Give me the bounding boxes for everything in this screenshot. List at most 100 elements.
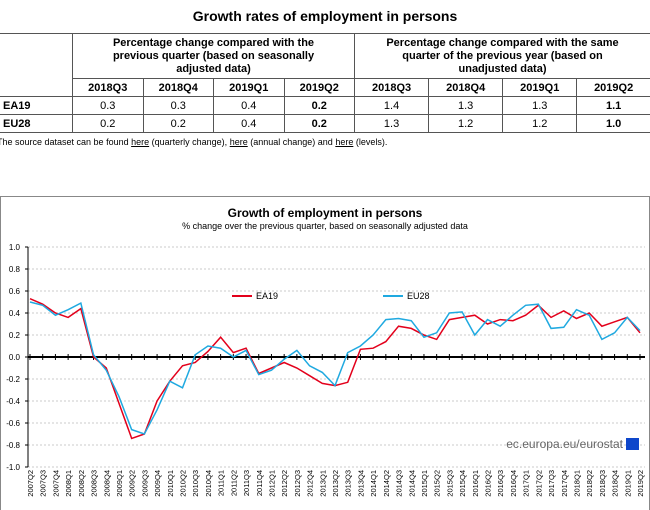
link[interactable]: here [229,137,248,147]
x-tick-label: 2018Q2 [585,470,594,497]
link[interactable]: here [335,137,354,147]
cell: 0.3 [142,96,214,115]
x-tick-label: 2009Q3 [140,470,149,497]
x-tick-label: 2017Q1 [522,470,531,497]
x-tick-label: 2008Q2 [77,470,86,497]
x-tick-label: 2016Q3 [496,470,505,497]
x-tick-label: 2013Q3 [344,470,353,497]
x-tick-label: 2013Q2 [331,470,340,497]
cell: 0.4 [213,96,285,115]
x-tick-label: 2010Q1 [166,470,175,497]
y-tick-label: 0.6 [9,287,21,296]
x-tick-label: 2007Q4 [51,470,60,497]
cell: 1.3 [354,114,430,133]
x-tick-label: 2009Q1 [115,470,124,497]
cell: 0.2 [72,114,144,133]
x-tick-label: 2009Q2 [128,470,137,497]
series-line [29,301,641,435]
x-tick-label: 2011Q2 [229,470,238,496]
x-tick-label: 2019Q1 [623,470,632,497]
x-tick-label: 2011Q1 [217,470,226,496]
x-tick-label: 2008Q4 [102,470,111,497]
x-tick-label: 2017Q3 [547,470,556,497]
x-tick-label: 2012Q3 [293,470,302,497]
table-row: EA19 0.3 0.3 0.4 0.2 1.4 1.3 1.3 1.1 [0,96,650,115]
x-tick-label: 2015Q2 [433,470,442,497]
credit: ec.europa.eu/eurostat [506,437,623,451]
cell: 0.2 [283,96,356,115]
table-row: EU28 0.2 0.2 0.4 0.2 1.3 1.2 1.2 1.0 [0,114,650,133]
row-label: EA19 [0,96,73,115]
x-tick-label: 2016Q4 [509,470,518,497]
y-tick-label: -0.4 [6,397,20,406]
x-tick-label: 2014Q3 [395,470,404,497]
column-header: 2019Q1 [502,78,578,97]
cell: 0.3 [72,96,144,115]
column-header: 2018Q3 [354,78,430,97]
corner [0,33,73,97]
x-tick-label: 2010Q4 [204,470,213,497]
x-tick-label: 2014Q4 [407,470,416,497]
y-tick-label: 1.0 [9,243,21,252]
cell: 1.3 [502,96,578,115]
x-tick-label: 2016Q2 [484,470,493,497]
x-tick-label: 2016Q1 [471,470,480,497]
cell: 1.0 [576,114,650,133]
x-tick-label: 2014Q2 [382,470,391,497]
x-tick-label: 2013Q1 [318,470,327,497]
cell: 1.1 [576,96,650,115]
y-tick-label: -0.2 [6,375,20,384]
legend-label: EA19 [256,291,278,301]
chart-frame [0,196,650,510]
chart: Growth of employment in persons % change… [0,196,650,510]
x-tick-label: 2011Q3 [242,470,251,496]
x-tick-label: 2015Q4 [458,470,467,497]
x-tick-label: 2010Q3 [191,470,200,497]
x-tick-label: 2007Q3 [39,470,48,497]
cell: 0.2 [283,114,356,133]
y-tick-label: 0.4 [9,309,21,318]
x-tick-label: 2018Q4 [611,470,620,497]
x-tick-label: 2015Q3 [445,470,454,497]
series-line [29,298,641,440]
x-tick-label: 2018Q3 [598,470,607,497]
cell: 0.2 [142,114,214,133]
x-tick-label: 2011Q4 [255,470,264,496]
chart-title: Growth of employment in persons [228,206,423,220]
group-header: Percentage change compared with the prev… [71,33,356,79]
cell: 1.4 [354,96,430,115]
y-tick-label: 0.2 [9,331,21,340]
chart-subtitle: % change over the previous quarter, base… [182,221,468,231]
x-tick-label: 2013Q4 [356,470,365,497]
note-text: (quarterly change), [151,137,228,147]
note-text: (levels). [355,137,388,147]
x-tick-label: 2018Q1 [572,470,581,497]
x-tick-label: 2019Q2 [636,470,645,497]
legend-label: EU28 [407,291,430,301]
x-tick-label: 2009Q4 [153,470,162,497]
cell: 1.2 [502,114,578,133]
group-header: Percentage change compared with the same… [354,33,650,79]
x-tick-label: 2017Q4 [560,470,569,497]
y-tick-label: -1.0 [6,463,20,472]
note-text: (annual change) and [250,137,333,147]
cell: 1.3 [428,96,504,115]
y-tick-label: 0.8 [9,265,21,274]
x-tick-label: 2008Q3 [90,470,99,497]
cell: 0.4 [213,114,285,133]
column-header: 2019Q1 [213,78,285,97]
note-text: The source dataset can be found [0,137,129,147]
column-header: 2019Q2 [283,78,356,97]
column-header: 2018Q3 [72,78,144,97]
row-label: EU28 [0,114,73,133]
x-tick-label: 2015Q1 [420,470,429,497]
x-tick-label: 2008Q1 [64,470,73,497]
x-tick-label: 2012Q2 [280,470,289,497]
source-note: The source dataset can be found here (qu… [0,137,387,147]
y-tick-label: -0.6 [6,419,20,428]
cell: 1.2 [428,114,504,133]
table: Percentage change compared with the prev… [0,33,650,133]
link[interactable]: here [131,137,150,147]
column-header: 2019Q2 [576,78,650,97]
